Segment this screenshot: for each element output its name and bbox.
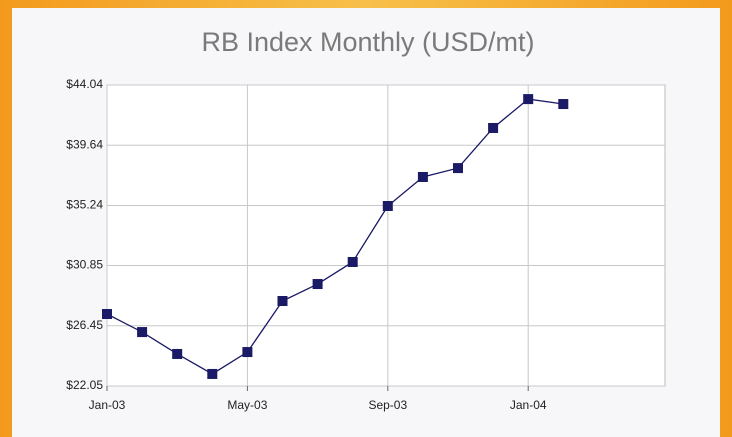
marker <box>242 347 253 358</box>
marker <box>277 295 288 306</box>
x-tick-label: Sep-03 <box>368 398 407 412</box>
y-tick-label: $22.05 <box>66 378 103 392</box>
y-tick-label: $35.24 <box>66 198 103 212</box>
marker <box>417 171 428 182</box>
y-tick-label: $44.04 <box>66 77 103 91</box>
y-tick-label: $26.45 <box>66 318 103 332</box>
y-tick-label: $39.64 <box>66 137 103 151</box>
marker <box>558 99 569 110</box>
marker <box>137 327 148 338</box>
x-tick-label: Jan-03 <box>89 398 126 412</box>
y-tick-label: $30.85 <box>66 258 103 272</box>
marker <box>102 309 112 320</box>
marker <box>172 348 183 359</box>
marker <box>382 201 393 212</box>
x-tick-label: Jan-04 <box>510 398 547 412</box>
chart: RB Index Monthly (USD/mt) $22.05 $26.45 $3… <box>12 8 720 437</box>
line <box>106 98 564 375</box>
marker <box>523 94 534 105</box>
plot-area <box>106 84 666 387</box>
marker <box>207 368 218 379</box>
chart-title: RB Index Monthly (USD/mt) <box>201 27 534 57</box>
marker <box>347 256 358 267</box>
marker <box>312 279 323 290</box>
marker <box>453 163 463 174</box>
x-tick-label: May-03 <box>227 398 267 412</box>
marker <box>488 122 499 133</box>
